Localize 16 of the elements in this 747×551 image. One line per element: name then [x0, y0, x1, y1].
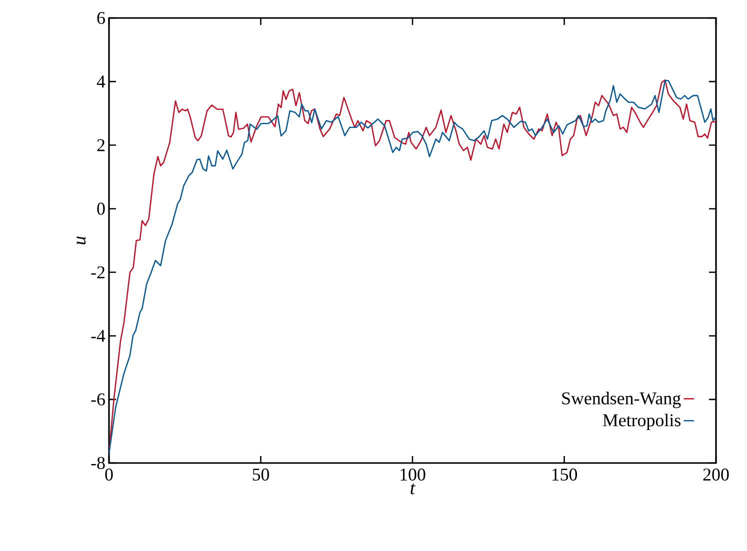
y-tick-label: 0 [97, 202, 105, 215]
x-tick-label: 50 [252, 468, 270, 481]
y-tick-label: 4 [96, 76, 106, 88]
x-tick-label: 200 [703, 468, 729, 481]
y-tick-label: -6 [91, 393, 105, 406]
y-tick-label: -4 [91, 330, 106, 342]
y-tick-label: -8 [91, 456, 105, 470]
y-tick-label: 6 [97, 12, 105, 24]
y-tick-label: -2 [91, 266, 104, 278]
legend-label: Metropolis [602, 414, 680, 430]
x-tick-label: 150 [552, 468, 578, 481]
legend-label: Swendsen-Wang [562, 392, 681, 408]
x-axis-title: t [410, 483, 416, 494]
y-axis-title: u [76, 236, 86, 244]
y-tick-label: 2 [97, 139, 104, 152]
x-tick-label: 100 [400, 468, 426, 481]
